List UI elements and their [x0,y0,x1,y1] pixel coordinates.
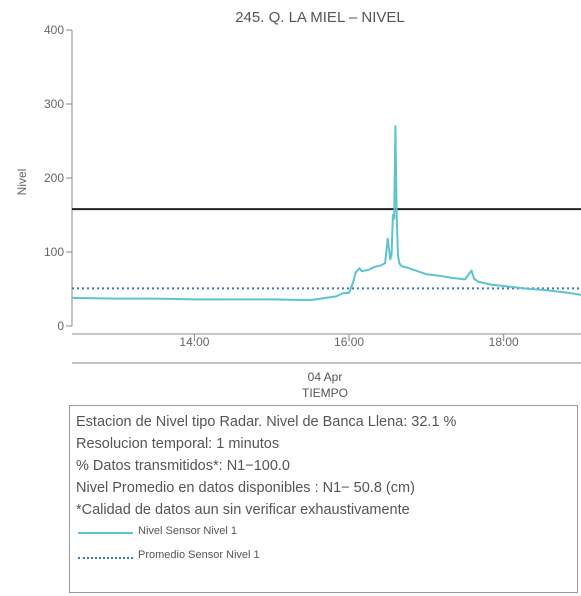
sensor-data-point [567,291,569,294]
legend-label-average: Promedio Sensor Nivel 1 [138,549,260,561]
y-tick-label: 0 [57,319,64,333]
sensor-data-point [232,298,234,301]
info-data-transmitted: % Datos transmitidos*: N1−100.0 [76,458,290,474]
sensor-data-point [352,282,354,284]
sensor-data-point [71,297,73,299]
sensor-data-point [477,280,479,283]
sensor-data-point [402,266,404,268]
sensor-data-point [393,217,395,220]
legend-label-sensor: Nivel Sensor Nivel 1 [138,525,238,537]
y-tick-label: 300 [44,97,64,111]
y-tick-label: 400 [44,23,64,37]
info-average-level: Nivel Promedio en datos disponibles : N1… [76,480,415,496]
sensor-data-point [473,277,475,280]
sensor-data-point [270,298,273,301]
info-temporal-resolution: Resolucion temporal: 1 minutos [76,436,280,452]
x-tick-label: 16:00 [334,335,364,349]
sensor-data-point [399,264,402,267]
sensor-data-point [395,215,398,218]
legend-swatch-average [78,557,133,559]
level-chart: 245. Q. LA MIEL – NIVEL Nivel 0 100 200 300… [15,9,581,400]
legend-swatch-sensor [78,532,133,534]
sensor-data-point [554,290,557,293]
sensor-data-point [384,262,386,264]
sensor-data-point [374,266,376,268]
y-tick-label: 200 [44,171,64,185]
legend-item-average: Promedio Sensor Nivel 1 [76,545,577,569]
sensor-series-line [71,125,581,302]
sensor-data-point [515,286,518,289]
sensor-data-point [394,125,397,127]
sensor-data-point [451,277,453,279]
legend-item-sensor: Nivel Sensor Nivel 1 [76,521,577,545]
y-axis-label: Nivel [15,169,29,196]
x-tick-label: 14:00 [179,335,209,349]
sensor-data-point [438,274,441,277]
sensor-data-point [358,267,361,270]
sensor-data-point [398,262,401,264]
sensor-data-point [389,258,392,261]
sensor-data-point [397,254,399,257]
axes: 0 100 200 300 400 14:00 16:00 18:00 [44,23,581,364]
sensor-data-point [380,264,383,267]
sensor-data-point [502,285,505,287]
sensor-data-point [541,288,544,291]
sensor-data-point [412,268,415,271]
sensor-data-point [406,266,408,269]
y-tick-label: 100 [44,245,64,259]
sensor-data-point [154,297,157,300]
sensor-data-point [361,270,363,273]
sensor-data-point [464,278,466,281]
x-tick-label: 18:00 [489,335,519,349]
x-axis-label: TIEMPO [302,386,348,400]
sensor-data-point [528,288,531,290]
sensor-data-point [309,299,312,301]
sensor-data-point [386,237,389,240]
plot-marks [71,125,581,302]
chart-title: 245. Q. LA MIEL – NIVEL [235,9,405,26]
station-info-box: Estacion de Nivel tipo Radar. Nivel de B… [69,405,578,593]
sensor-data-point [348,291,350,294]
sensor-data-point [193,298,196,301]
sensor-data-point [390,252,393,255]
sensor-data-point [470,269,473,272]
sensor-data-point [489,283,492,286]
sensor-data-point [425,273,428,276]
x-axis-date-label: 04 Apr [308,370,343,384]
sensor-data-point [335,295,337,298]
sensor-data-point [392,214,394,216]
sensor-data-point [341,292,344,295]
sensor-data-point [354,271,357,274]
info-quality-note: *Calidad de datos aun sin verificar exha… [76,502,410,518]
sensor-data-point [116,297,118,300]
sensor-data-point [367,268,370,271]
info-station-type: Estacion de Nivel tipo Radar. Nivel de B… [76,414,457,430]
